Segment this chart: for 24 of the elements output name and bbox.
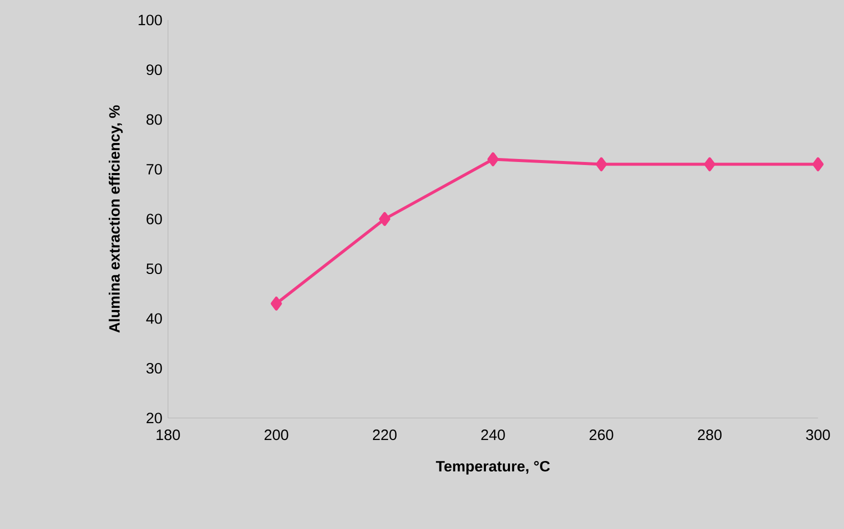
y-tick-label: 60 — [146, 214, 162, 224]
x-tick-label: 300 — [806, 430, 830, 440]
x-tick-label: 260 — [590, 430, 614, 440]
y-tick-label: 90 — [146, 64, 162, 76]
y-tick-label: 50 — [146, 263, 162, 274]
y-tick-label: 70 — [146, 164, 162, 175]
point — [270, 296, 282, 311]
point — [704, 157, 716, 172]
x-tick-label: 200 — [264, 430, 288, 440]
y-tick-label: 40 — [146, 313, 162, 324]
x-tick-label: 280 — [698, 430, 722, 440]
y-tick-label: 80 — [146, 114, 162, 125]
x-axis-title: Temperature, °C — [436, 460, 550, 474]
x-tick-label: 240 — [481, 430, 505, 440]
point — [596, 157, 607, 172]
y-tick-label: 20 — [146, 412, 162, 424]
x-tick-label: 180 — [156, 430, 180, 440]
point — [487, 152, 499, 166]
y-tick-label: 30 — [146, 362, 162, 374]
point — [812, 157, 824, 172]
y-axis-title: Alumina extraction efficiency, % — [108, 105, 123, 333]
point — [379, 212, 390, 226]
x-tick-label: 220 — [372, 430, 397, 440]
y-tick-label: 100 — [138, 14, 162, 26]
